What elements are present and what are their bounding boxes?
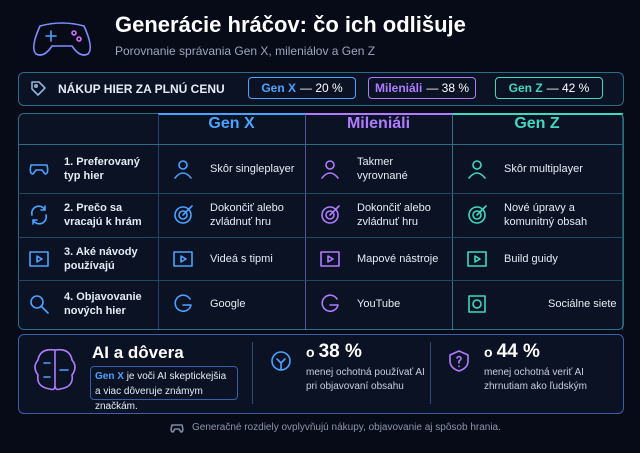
stat-divider bbox=[430, 342, 431, 404]
row-divider bbox=[18, 193, 622, 194]
column-header: Gen Z bbox=[514, 115, 560, 132]
pill-value: — 42 % bbox=[546, 81, 590, 95]
row-label: 4. Objavovanie nových hier bbox=[64, 291, 142, 317]
cell-text: Skôr multiplayer bbox=[504, 163, 583, 175]
cell-icon bbox=[468, 205, 487, 224]
cell-text: Sociálne siete bbox=[548, 298, 617, 310]
column-frame bbox=[158, 113, 306, 330]
cell-text: YouTube bbox=[357, 298, 401, 310]
cell-icon bbox=[321, 160, 339, 179]
purchase-pill: Mileniáli — 38 % bbox=[368, 77, 476, 99]
row-divider bbox=[18, 237, 622, 238]
cell-text: Nové úpravy a komunitný obsah bbox=[504, 202, 588, 228]
ai-title: AI a dôvera bbox=[92, 343, 184, 362]
cell-icon bbox=[173, 250, 193, 267]
stat-divider bbox=[252, 342, 253, 404]
cell-text: Mapové nástroje bbox=[357, 252, 439, 265]
row-icon bbox=[30, 205, 48, 225]
title: Generácie hráčov: čo ich odlišuje bbox=[115, 12, 466, 37]
stat-value: 38 % bbox=[318, 341, 362, 362]
purchase-label: NÁKUP HIER ZA PLNÚ CENU bbox=[58, 82, 225, 96]
row-label: 3. Aké návody používajú bbox=[64, 245, 138, 272]
stat-prefix: o bbox=[484, 344, 493, 360]
cell-text: Dokončiť alebo zvládnuť hru bbox=[357, 202, 431, 228]
column-frame bbox=[452, 113, 623, 330]
cell-icon bbox=[174, 205, 193, 224]
cell-text: Build guidy bbox=[504, 252, 558, 265]
column-header: Mileniáli bbox=[346, 115, 411, 132]
pill-value: — 20 % bbox=[300, 81, 343, 95]
footer: Generačné rozdiely ovplyvňujú nákupy, ob… bbox=[192, 422, 501, 433]
column-frame bbox=[305, 113, 453, 330]
gamepad-icon bbox=[32, 22, 92, 56]
pill-name: Gen X bbox=[261, 81, 296, 95]
row-icon bbox=[29, 250, 49, 267]
brain-icon bbox=[34, 348, 76, 391]
row-icon bbox=[29, 164, 49, 175]
purchase-pill: Gen X — 20 % bbox=[248, 77, 356, 99]
stat-value: 44 % bbox=[496, 341, 540, 362]
row-icon bbox=[30, 295, 49, 314]
pill-name: Gen Z bbox=[508, 81, 543, 95]
subtitle: Porovnanie správania Gen X, mileniálov a… bbox=[115, 44, 376, 58]
cell-icon bbox=[174, 160, 192, 179]
pill-value: — 38 % bbox=[426, 81, 470, 95]
ai-note-text: je voči AI skeptickejšia a viac dôveruje… bbox=[95, 371, 227, 412]
cell-icon bbox=[468, 295, 486, 313]
stat-head: o 38 % bbox=[306, 341, 362, 363]
pill-name: Mileniáli bbox=[374, 81, 423, 95]
stat-text: menej ochotná používať AI pri objavovaní… bbox=[306, 367, 425, 392]
comparison-table bbox=[18, 113, 624, 330]
cell-icon bbox=[467, 250, 487, 267]
stat-prefix: o bbox=[306, 344, 315, 360]
cell-text: Dokončiť alebo zvládnuť hru bbox=[210, 202, 284, 228]
ai-note: Gen X je voči AI skeptickejšia a viac dô… bbox=[90, 366, 238, 412]
cell-icon bbox=[321, 294, 339, 312]
stat-head: o 44 % bbox=[484, 341, 540, 363]
cell-text: Videá s tipmi bbox=[210, 252, 273, 265]
cell-icon bbox=[321, 205, 340, 224]
header-divider bbox=[18, 144, 622, 145]
cell-text: Google bbox=[210, 298, 246, 310]
tag-icon bbox=[31, 81, 46, 96]
footer-icon bbox=[170, 424, 184, 433]
cell-icon bbox=[320, 250, 340, 267]
row-divider bbox=[18, 280, 622, 281]
ai-panel bbox=[18, 334, 624, 414]
stat-text: menej ochotná veriť AI zhrnutiam ako ľud… bbox=[484, 367, 587, 392]
row-label: 1. Preferovaný typ hier bbox=[64, 156, 140, 182]
ai-highlight: Gen X bbox=[95, 371, 124, 382]
column-header: Gen X bbox=[208, 115, 255, 132]
row-label: 2. Prečo sa vracajú k hrám bbox=[64, 202, 142, 228]
cell-text: Takmer vyrovnané bbox=[357, 156, 408, 182]
stat-icon bbox=[271, 351, 291, 371]
purchase-pill: Gen Z — 42 % bbox=[495, 77, 603, 99]
cell-text: Skôr singleplayer bbox=[210, 163, 295, 175]
stat-icon bbox=[449, 350, 469, 372]
cell-icon bbox=[468, 160, 486, 179]
cell-icon bbox=[174, 294, 192, 312]
